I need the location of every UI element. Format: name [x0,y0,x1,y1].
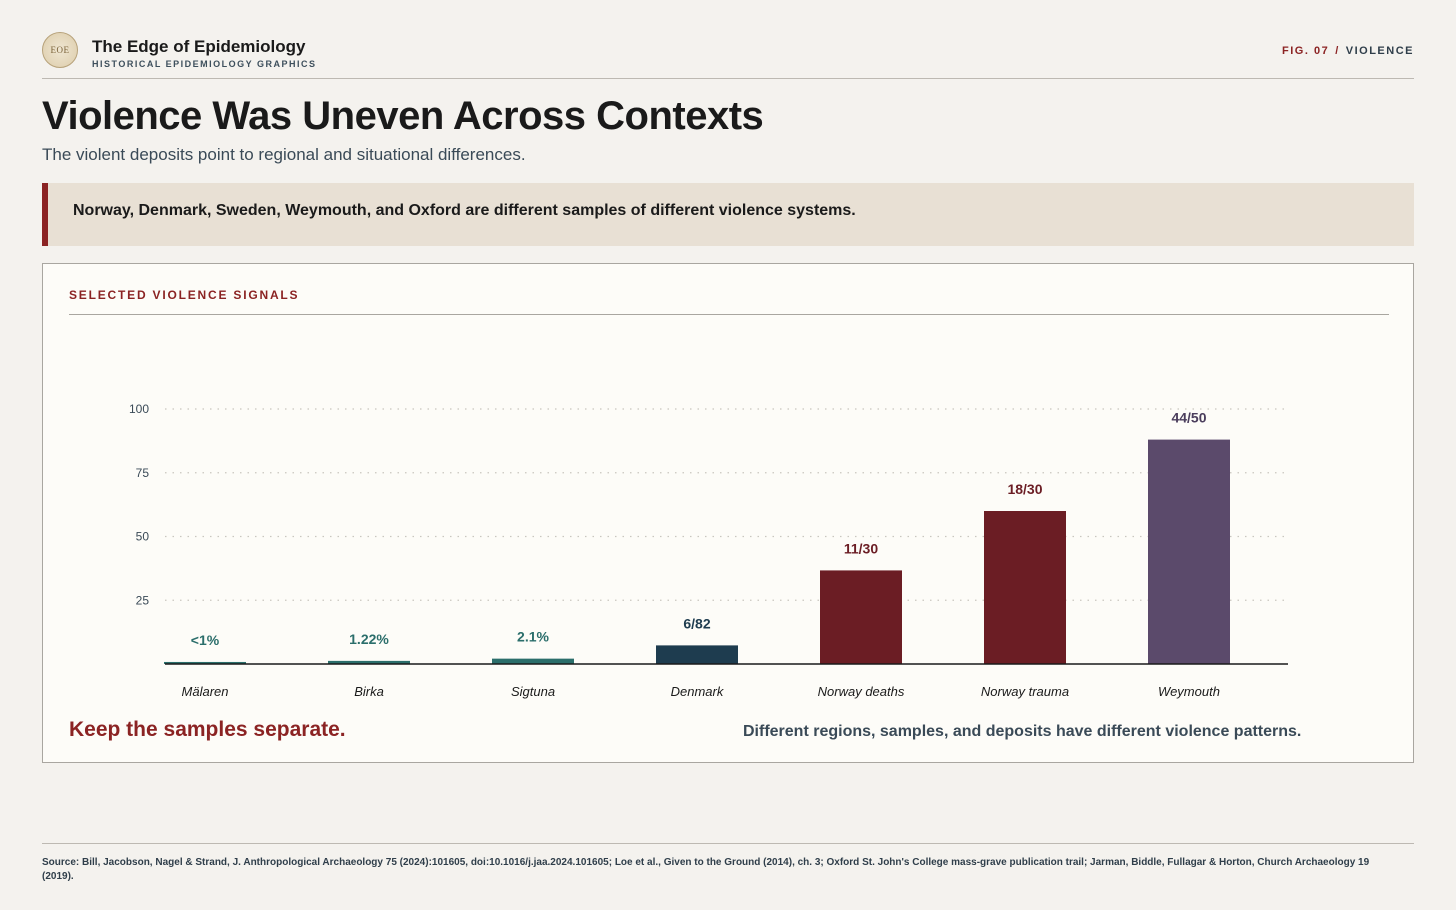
data-label: 44/50 [1171,410,1206,426]
chart-panel: SELECTED VIOLENCE SIGNALS 25 50 75 100 <1% Mä… [42,263,1414,763]
site-header: EOE The Edge of Epidemiology HISTORICAL … [42,32,1414,79]
bar [492,658,574,664]
category-label: Norway trauma [981,684,1069,699]
category-label: Mälaren [182,684,229,699]
takeaway-note: Keep the samples separate. [69,718,346,741]
callout-box: Norway, Denmark, Sweden, Weymouth, and O… [42,183,1414,246]
bar [1148,439,1230,664]
category-label: Sigtuna [511,684,555,699]
logo-seal-icon[interactable]: EOE [42,32,78,68]
bar [328,660,410,664]
page-title: Violence Was Uneven Across Contexts [42,94,764,138]
bar [984,511,1066,664]
category-label: Birka [354,684,384,699]
brand-title[interactable]: The Edge of Epidemiology [92,37,306,56]
chart-caption: Different regions, samples, and deposits… [743,723,1302,740]
figure-separator: / [1335,45,1340,57]
category-label: Weymouth [1158,684,1220,699]
y-tick-label: 50 [136,530,150,544]
source-citation: Source: Bill, Jacobson, Nagel & Strand, … [42,857,1370,882]
data-label: 18/30 [1007,481,1042,497]
y-tick-label: 25 [136,593,150,607]
data-label: <1% [191,632,220,648]
data-label: 11/30 [844,540,878,556]
figure-topic: VIOLENCE [1345,45,1414,57]
y-tick-label: 100 [129,402,149,416]
bar [164,661,246,664]
data-label: 6/82 [683,615,710,631]
brand-subtitle: HISTORICAL EPIDEMIOLOGY GRAPHICS [92,59,317,69]
page-subtitle: The violent deposits point to regional a… [42,145,526,164]
bar [820,570,902,664]
category-label: Denmark [671,684,725,699]
y-tick-label: 75 [136,466,150,480]
data-label: 2.1% [517,629,549,645]
callout-text: Norway, Denmark, Sweden, Weymouth, and O… [73,202,856,219]
footer-divider [42,843,1414,844]
figure-number: FIG. 07 [1282,45,1330,57]
category-label: Norway deaths [818,684,905,699]
bar-chart: 25 50 75 100 <1% Mälaren 1.22% Birka 2.1% Sigtuna… [129,402,1288,699]
bar [656,645,738,664]
panel-label: SELECTED VIOLENCE SIGNALS [69,288,300,302]
data-label: 1.22% [349,631,389,647]
figure-label: FIG. 07 / VIOLENCE [1282,45,1414,57]
logo-text: EOE [50,45,70,55]
panel-divider [69,314,1389,315]
